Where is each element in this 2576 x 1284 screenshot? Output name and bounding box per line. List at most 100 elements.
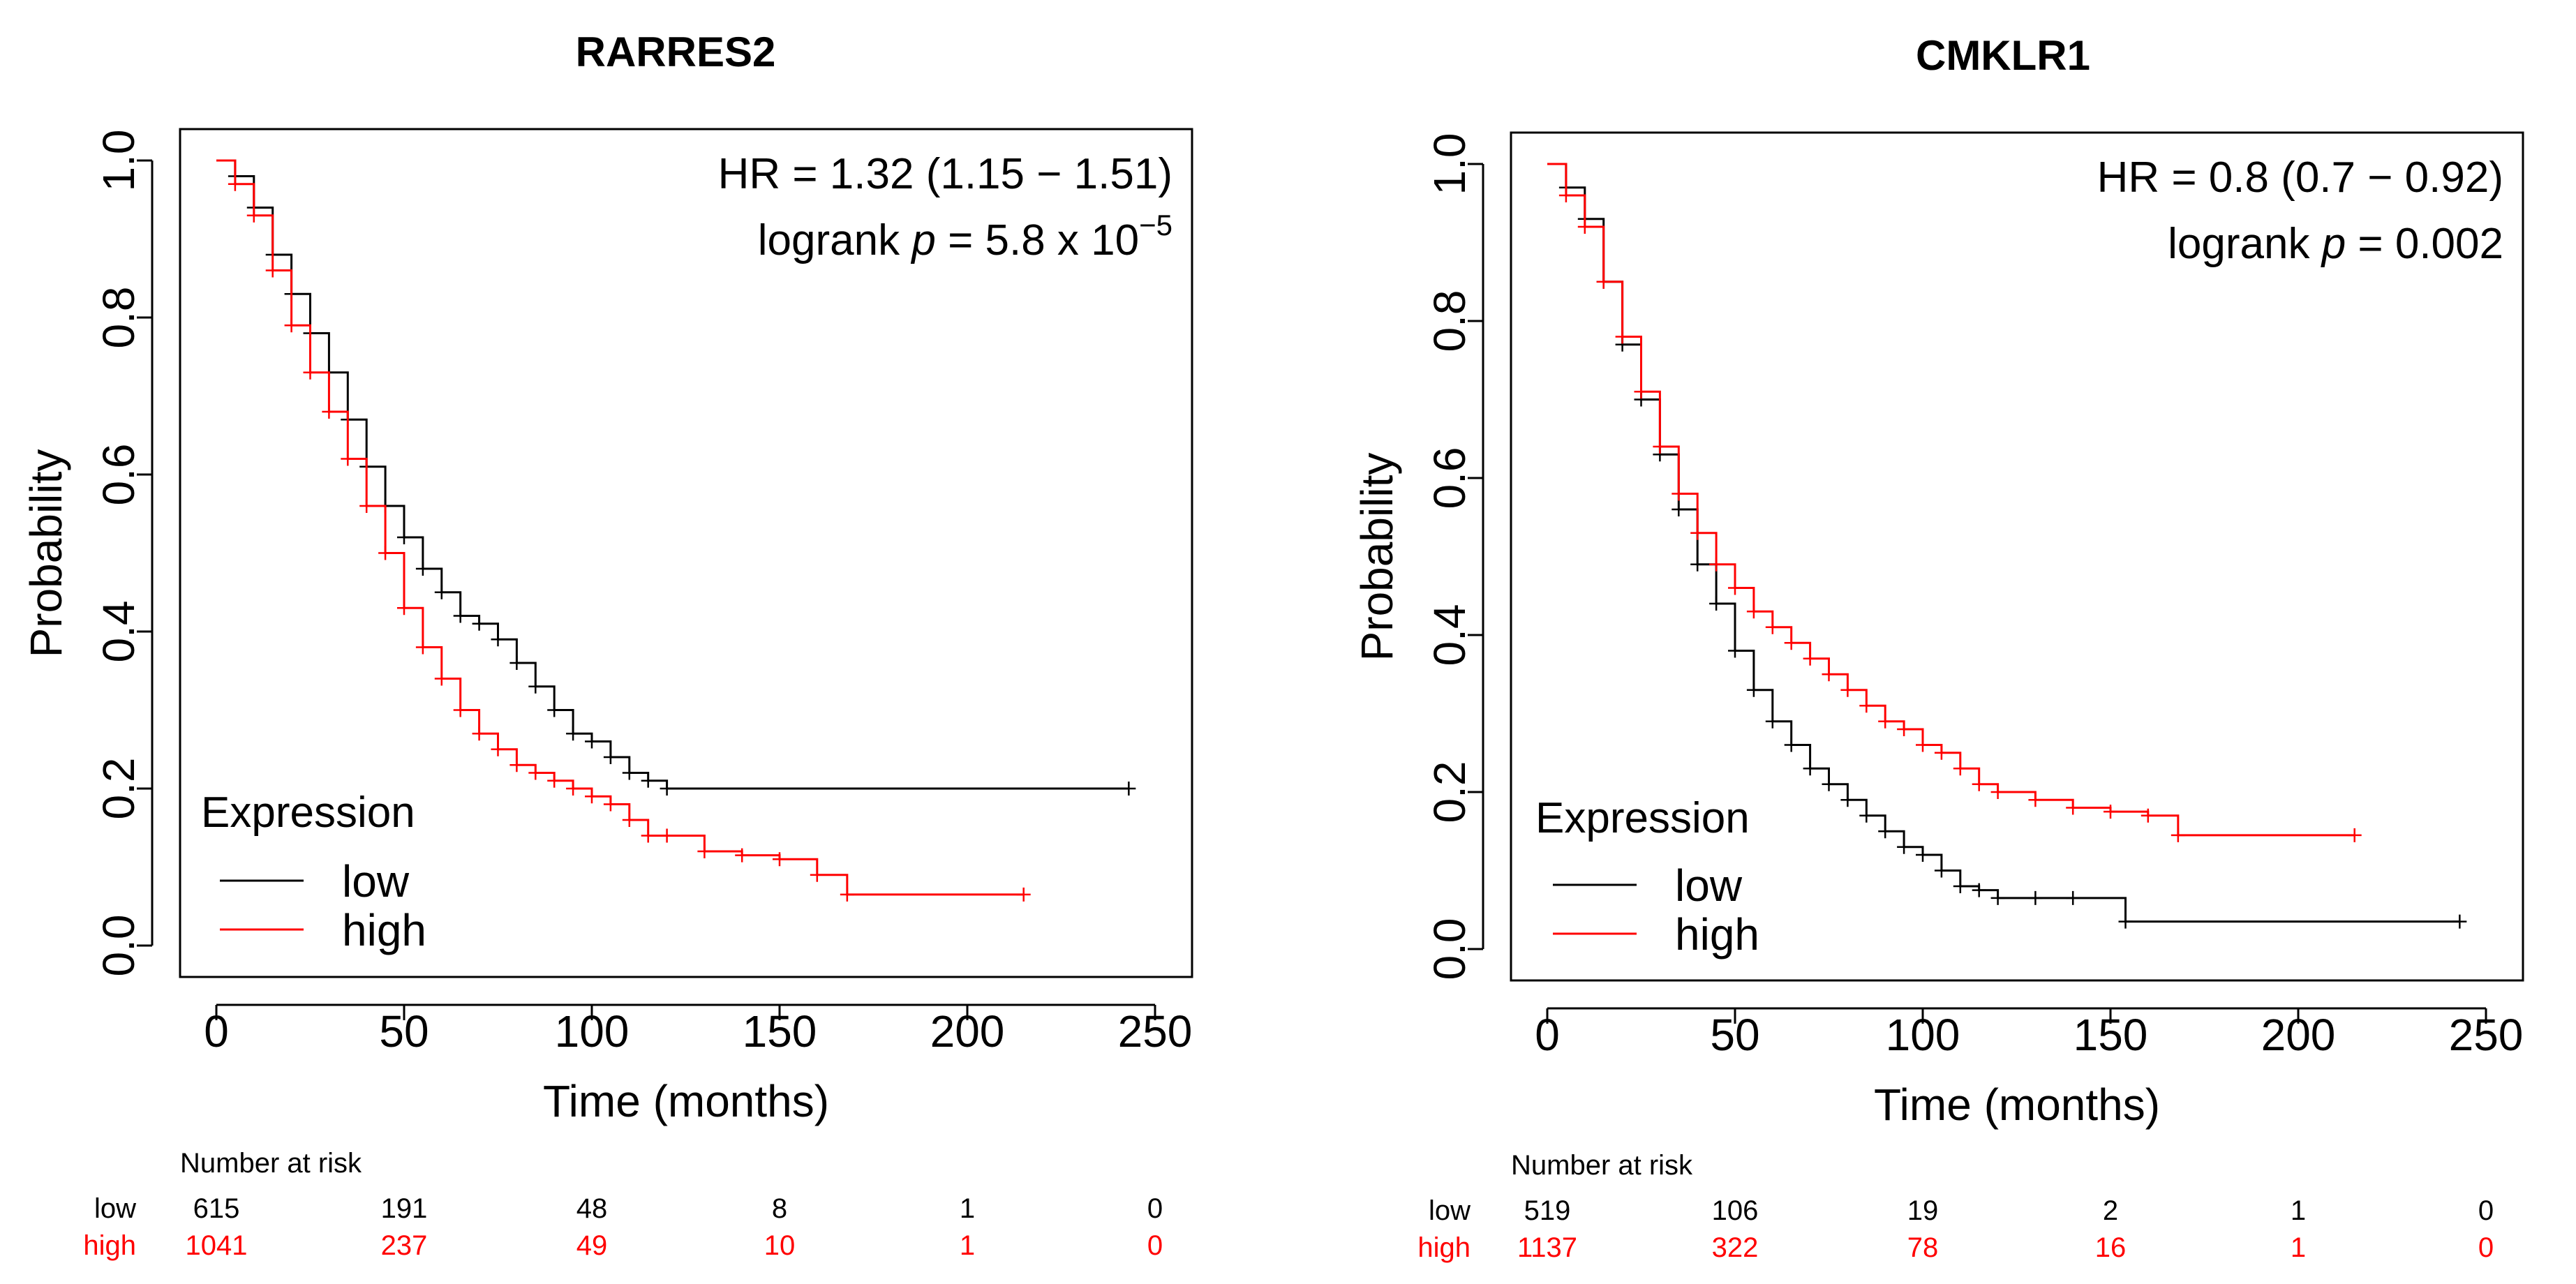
risk-value-high: 1 <box>960 1230 975 1261</box>
risk-value-high: 0 <box>2478 1232 2494 1263</box>
y-axis-label: Probability <box>1352 453 1402 662</box>
logrank-exponent: −5 <box>1139 209 1172 241</box>
risk-values: 519 106 19 2 1 0 1137 322 78 16 1 0 <box>1517 1195 2494 1263</box>
censor-mark-low <box>1784 738 1799 752</box>
censor-mark-high <box>1990 785 2005 799</box>
censor-mark-high <box>1765 620 1780 634</box>
risk-value-low: 0 <box>2478 1195 2494 1226</box>
risk-value-high: 78 <box>1907 1232 1939 1263</box>
censor-mark-high <box>265 263 280 278</box>
censor-mark-high <box>2347 828 2362 842</box>
risk-value-high: 1 <box>2291 1232 2306 1263</box>
x-tick-label: 50 <box>1710 1010 1759 1060</box>
censor-mark-low <box>660 782 674 796</box>
censor-mark-high <box>2066 800 2080 815</box>
censor-mark-low <box>2066 890 2080 905</box>
y-tick-label: 1.0 <box>1424 133 1475 195</box>
risk-row-label-low: low <box>94 1193 136 1224</box>
censor-mark-high <box>697 844 712 858</box>
censor-mark-low <box>2118 914 2133 929</box>
chart-title: CMKLR1 <box>1916 32 2090 79</box>
censor-mark-low <box>1897 839 1912 854</box>
censor-mark-low <box>1953 879 1967 893</box>
censor-mark-high <box>603 797 618 812</box>
legend-label-low: low <box>1675 860 1743 911</box>
risk-value-low: 0 <box>1147 1193 1163 1224</box>
x-axis: 0 50 100 150 200 250 <box>204 1003 1192 1057</box>
censor-mark-low <box>641 773 655 788</box>
p-symbol: p <box>910 216 935 264</box>
censor-mark-high <box>246 208 261 223</box>
censor-mark-high <box>1596 274 1611 289</box>
risk-value-high: 0 <box>1147 1230 1163 1261</box>
censor-mark-high <box>509 758 524 772</box>
censor-mark-high <box>491 742 505 756</box>
censor-mark-low <box>585 734 599 749</box>
censor-mark-high <box>415 640 430 655</box>
y-tick-label: 0.6 <box>1424 447 1475 509</box>
censor-mark-high <box>1577 220 1592 234</box>
risk-value-low: 1 <box>2291 1195 2306 1226</box>
risk-row-label-high: high <box>1417 1232 1471 1263</box>
censor-mark-low <box>1690 557 1705 572</box>
risk-row-label-low: low <box>1429 1195 1471 1226</box>
censor-mark-high <box>566 782 581 796</box>
censor-mark-high <box>1784 636 1799 650</box>
censor-mark-high <box>840 887 854 902</box>
y-axis-label: Probability <box>21 449 71 658</box>
legend-label-high: high <box>1675 909 1759 960</box>
chart-title: RARRES2 <box>576 29 776 75</box>
plot-frame <box>1510 131 2524 982</box>
censor-mark-low <box>1765 714 1780 729</box>
censor-mark-high <box>1897 722 1912 736</box>
y-axis: 0.0 0.2 0.4 0.6 0.8 1.0 <box>1424 133 1484 980</box>
logrank-prefix: logrank <box>2168 220 2310 268</box>
legend-title: Expression <box>201 789 415 837</box>
censor-mark-high <box>453 703 468 717</box>
censor-mark-low <box>1709 597 1724 611</box>
x-axis: 0 50 100 150 200 250 <box>1535 1007 2523 1060</box>
legend-label-low: low <box>342 856 410 906</box>
km-panel-cmklr1: CMKLR1 0 50 100 150 200 250 0.00.20.40.60.81.… <box>1352 32 2524 1263</box>
censor-mark-high <box>2104 805 2117 819</box>
censor-mark-low <box>1916 848 1930 862</box>
risk-row-label-high: high <box>83 1230 136 1261</box>
logrank-annotation: logrank p = 0.002 <box>2168 220 2503 268</box>
censor-mark-high <box>434 671 449 686</box>
censor-mark-high <box>641 828 655 843</box>
censor-mark-low <box>547 703 562 717</box>
censor-mark-low <box>472 616 486 631</box>
censor-mark-high <box>2141 808 2155 823</box>
risk-value-low: 615 <box>193 1193 240 1224</box>
x-tick-label: 200 <box>930 1006 1005 1057</box>
censor-mark-high <box>1878 714 1893 729</box>
legend: Expression low high <box>201 789 426 955</box>
censor-mark-high <box>1822 667 1836 682</box>
censor-mark-low <box>1122 782 1136 796</box>
km-panel-rarres2: RARRES2 0 50 100 150 200 250 0.00.20.40.60.81… <box>21 29 1193 1261</box>
y-tick-label: 1.0 <box>94 130 144 192</box>
censor-mark-low <box>1822 777 1836 791</box>
risk-table-title: Number at risk <box>180 1148 362 1179</box>
y-tick-label: 0.0 <box>1424 918 1475 980</box>
censor-mark-low <box>528 679 543 694</box>
risk-value-low: 19 <box>1907 1195 1939 1226</box>
censor-mark-low <box>434 585 449 599</box>
x-tick-label: 200 <box>2261 1010 2336 1060</box>
censor-mark-high <box>284 318 299 333</box>
censor-mark-low <box>1990 890 2005 905</box>
y-tick-label: 0.4 <box>94 601 144 663</box>
censor-mark-high <box>622 813 636 827</box>
y-tick-label: 0.0 <box>94 915 144 977</box>
censor-mark-high <box>1972 777 1986 791</box>
censor-mark-high <box>1746 604 1761 619</box>
risk-value-high: 322 <box>1712 1232 1759 1263</box>
x-tick-label: 0 <box>204 1006 229 1057</box>
x-tick-label: 100 <box>1886 1010 1960 1060</box>
censor-mark-low <box>1972 883 1986 897</box>
risk-value-high: 1137 <box>1517 1232 1577 1263</box>
censor-mark-high <box>1615 329 1630 344</box>
censor-mark-low <box>603 750 618 764</box>
censor-mark-high <box>1690 525 1705 540</box>
